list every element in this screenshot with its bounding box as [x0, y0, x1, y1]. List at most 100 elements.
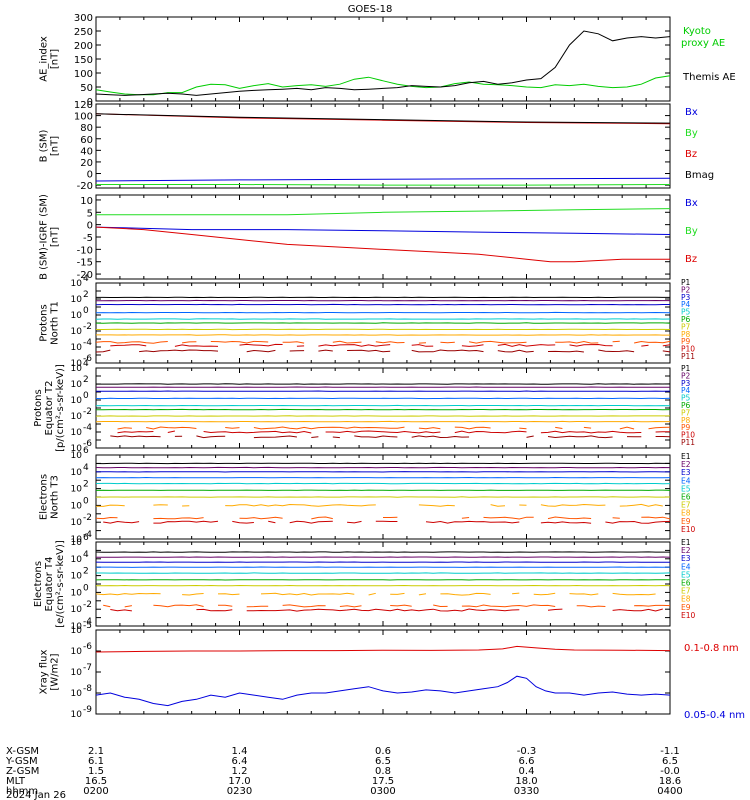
orbit-value: 16.5 — [85, 776, 107, 787]
legend-item-p3: P3 — [681, 293, 691, 302]
legend-item-p11: P11 — [681, 438, 695, 447]
legend-item-bz: Bz — [685, 149, 697, 160]
legend-item-p3: P3 — [681, 379, 691, 388]
legend-proxy-ae: proxy AE — [681, 38, 725, 49]
legend-item-p11: P11 — [681, 352, 695, 361]
legend-item-p7: P7 — [681, 322, 691, 331]
y-axis-label: B (SM)-IGRF (SM) — [39, 194, 50, 280]
y-tick-label: 10 — [71, 485, 83, 495]
flux-channel-p11 — [95, 349, 671, 353]
y-tick-label: 10 — [71, 538, 83, 548]
legend-item-e3: E3 — [681, 554, 691, 563]
y-tick-exponent: 4 — [83, 274, 89, 284]
legend-item-e7: E7 — [681, 501, 691, 510]
y-tick-exponent: -9 — [83, 705, 92, 715]
legend-item-e1: E1 — [681, 452, 691, 461]
y-tick-label: 50 — [80, 83, 93, 94]
legend-item-e5: E5 — [681, 570, 691, 579]
y-tick-label: 0 — [87, 97, 93, 108]
legend-item-e1: E1 — [681, 538, 691, 547]
y-tick-exponent: 4 — [83, 550, 89, 560]
orbit-value: 6.6 — [519, 756, 535, 767]
y-tick-exponent: 6 — [83, 446, 89, 456]
y-axis-label: [nT] — [50, 136, 61, 156]
y-tick-exponent: -4 — [83, 530, 92, 540]
y-tick-label: 10 — [71, 555, 83, 565]
y-tick-label: 0 — [87, 170, 93, 181]
y-axis-label: [nT] — [50, 49, 61, 69]
y-tick-exponent: 6 — [83, 533, 89, 543]
legend-item-p1: P1 — [681, 364, 691, 373]
series-line-themis-ae — [95, 30, 671, 96]
orbit-value: 0230 — [227, 786, 252, 797]
y-tick-exponent: 2 — [83, 375, 89, 385]
flux-channel-e8 — [96, 593, 670, 595]
legend-item-p5: P5 — [681, 308, 691, 317]
y-tick-label: -15 — [77, 258, 93, 269]
legend-item-bx: Bx — [685, 198, 698, 209]
legend-item-e4: E4 — [681, 476, 691, 485]
y-axis-label: Protons — [39, 304, 50, 341]
y-tick-exponent: 0 — [83, 496, 89, 506]
y-tick-label: 150 — [74, 55, 93, 66]
orbit-value: 1.2 — [232, 766, 248, 777]
y-axis-label: [e/(cm²-s-sr-keV)] — [55, 540, 66, 628]
y-tick-label: 100 — [74, 112, 93, 123]
y-tick-label: 10 — [71, 535, 83, 545]
series-line-bx — [95, 226, 671, 235]
y-tick-exponent: -8 — [83, 684, 92, 694]
legend-item-p2: P2 — [681, 371, 691, 380]
y-tick-exponent: 2 — [83, 480, 89, 490]
orbit-value: -0.0 — [660, 766, 680, 777]
y-tick-label: 20 — [80, 158, 93, 169]
legend-item-p4: P4 — [681, 386, 691, 395]
y-tick-label: 10 — [71, 279, 83, 289]
orbit-value: 0400 — [657, 786, 682, 797]
orbit-row-label: X-GSM — [6, 746, 39, 757]
y-tick-label: 10 — [71, 468, 83, 478]
y-tick-exponent: -4 — [83, 423, 92, 433]
y-tick-label: 10 — [71, 501, 83, 511]
y-tick-exponent: -4 — [83, 338, 92, 348]
y-axis-label: Equator T4 — [44, 557, 55, 612]
legend-item-0-1-0-8-nm: 0.1-0.8 nm — [684, 643, 739, 654]
y-tick-exponent: 2 — [83, 290, 89, 300]
series-line-0-1-0-8-nm — [95, 645, 671, 653]
plot-title: GOES-18 — [348, 4, 393, 15]
legend-item-e9: E9 — [681, 603, 691, 612]
y-tick-exponent: -7 — [83, 663, 92, 673]
orbit-value: 18.6 — [659, 776, 681, 787]
y-tick-label: 10 — [71, 668, 83, 678]
orbit-row-label: Y-GSM — [5, 756, 38, 767]
y-tick-label: 10 — [71, 295, 83, 305]
orbit-value: 6.5 — [662, 756, 678, 767]
series-line-by — [96, 184, 671, 186]
y-tick-exponent: 0 — [83, 583, 89, 593]
orbit-value: 17.5 — [372, 776, 394, 787]
flux-channel-e9 — [103, 604, 671, 608]
panel-frame-bigrf — [95, 194, 671, 280]
orbit-value: 6.1 — [88, 756, 104, 767]
legend-item-e9: E9 — [681, 517, 691, 526]
y-tick-label: 10 — [80, 196, 93, 207]
y-tick-label: 120 — [74, 100, 93, 111]
legend-themis-ae: Themis AE — [682, 72, 736, 83]
orbit-value: 17.0 — [228, 776, 250, 787]
y-tick-exponent: -2 — [83, 600, 92, 610]
orbit-value: 0330 — [514, 786, 539, 797]
orbit-value: 18.0 — [515, 776, 537, 787]
y-tick-exponent: 4 — [83, 359, 89, 369]
series-line-bz — [95, 226, 670, 263]
y-tick-exponent: -6 — [83, 642, 92, 652]
y-tick-exponent: -2 — [83, 322, 92, 332]
y-tick-label: 10 — [71, 518, 83, 528]
date-label: 2024 Jan 26 — [6, 790, 66, 800]
y-tick-exponent: -2 — [83, 513, 92, 523]
y-tick-exponent: 0 — [83, 306, 89, 316]
y-tick-label: 5 — [87, 208, 93, 219]
y-axis-label: North T3 — [50, 475, 61, 519]
y-tick-label: 10 — [71, 572, 83, 582]
legend-item-bz: Bz — [685, 254, 697, 265]
flux-channel-p10 — [110, 343, 671, 347]
